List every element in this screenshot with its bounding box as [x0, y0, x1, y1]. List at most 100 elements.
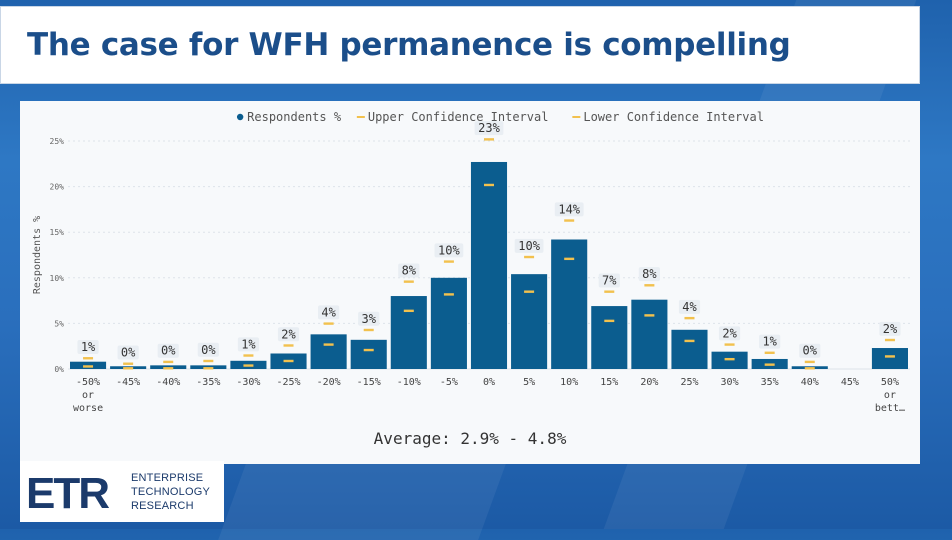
bar: [310, 334, 347, 369]
logo-mark-text: ETR: [26, 472, 109, 512]
data-label-badge: [638, 267, 660, 282]
x-tick-label: -45%: [116, 377, 140, 388]
upper-ci-marker: [644, 284, 655, 287]
x-tick-label: 25%: [680, 377, 698, 388]
x-tick-label: -10%: [397, 377, 421, 388]
x-tick-label: -35%: [196, 377, 220, 388]
x-tick-label: 45%: [841, 377, 859, 388]
data-label-badge: [598, 273, 620, 288]
logo-line: ENTERPRISE: [131, 472, 204, 484]
bar: [511, 274, 548, 369]
upper-ci-marker: [443, 260, 454, 263]
data-label: 8%: [642, 267, 657, 281]
x-tick-label: worse: [73, 403, 103, 414]
bar: [671, 329, 708, 369]
y-tick-label: 25%: [50, 137, 65, 146]
data-label: 1%: [762, 335, 777, 349]
x-tick-label: 20%: [640, 377, 658, 388]
upper-ci-marker: [684, 316, 695, 320]
y-tick-label: 15%: [50, 228, 65, 237]
data-label: 2%: [722, 326, 737, 340]
x-tick-label: -20%: [317, 377, 341, 388]
x-tick-label: 10%: [560, 377, 578, 388]
data-label: 0%: [803, 344, 818, 358]
data-label-badge: [398, 263, 420, 278]
lower-ci-marker: [684, 339, 695, 343]
data-label-badge: [197, 342, 219, 357]
upper-ci-marker: [203, 359, 214, 363]
legend-marker-dot: [236, 113, 244, 121]
data-label: 4%: [682, 300, 697, 314]
y-tick-label: 5%: [54, 319, 64, 328]
legend-marker-dash: [572, 116, 581, 118]
data-label-badge: [358, 311, 380, 326]
upper-ci-marker: [323, 322, 334, 325]
data-label-badge: [77, 340, 99, 355]
upper-ci-marker: [243, 354, 254, 357]
lower-ci-marker: [403, 309, 414, 313]
upper-ci-marker: [764, 351, 775, 354]
lower-ci-marker: [363, 348, 374, 352]
legend-marker-dash: [356, 116, 365, 118]
x-tick-label: 30%: [721, 377, 739, 388]
data-label: 0%: [201, 343, 216, 357]
data-label-badge: [434, 243, 464, 258]
average-caption: Average: 2.9% - 4.8%: [373, 429, 567, 448]
x-tick-label: or: [82, 390, 94, 401]
data-label-badge: [157, 343, 179, 358]
x-tick-label: -5%: [440, 377, 458, 388]
lower-ci-marker: [524, 290, 535, 293]
legend-label: Upper Confidence Interval: [368, 110, 549, 124]
data-label: 14%: [558, 202, 580, 216]
x-tick-label: bett…: [875, 403, 905, 414]
bar: [591, 306, 628, 369]
etr-logo-mark: ETR: [26, 472, 111, 512]
data-label-badge: [117, 345, 139, 360]
upper-ci-marker: [884, 338, 895, 342]
bar: [350, 339, 387, 369]
x-tick-label: 5%: [523, 377, 535, 388]
data-label: 8%: [402, 263, 417, 277]
lower-ci-marker: [644, 314, 655, 317]
data-label: 1%: [81, 340, 96, 354]
y-tick-label: 0%: [54, 365, 64, 374]
lower-ci-marker: [243, 364, 254, 367]
lower-ci-marker: [764, 363, 775, 366]
upper-ci-marker: [564, 219, 575, 222]
data-label: 2%: [281, 327, 296, 341]
data-label-badge: [718, 326, 741, 341]
data-label: 10%: [518, 239, 540, 253]
lower-ci-marker: [884, 355, 895, 358]
x-tick-label: -15%: [357, 377, 381, 388]
upper-ci-marker: [363, 328, 374, 332]
x-tick-label: 40%: [801, 377, 819, 388]
upper-ci-marker: [604, 290, 615, 293]
lower-ci-marker: [123, 367, 134, 370]
bar: [390, 296, 427, 369]
data-label-badge: [318, 305, 340, 320]
lower-ci-marker: [163, 367, 174, 370]
data-label-badge: [514, 238, 544, 253]
data-label-badge: [678, 299, 701, 314]
data-label: 10%: [438, 243, 460, 257]
data-label: 0%: [121, 346, 136, 360]
data-label-badge: [879, 321, 901, 336]
lower-ci-marker: [724, 357, 735, 361]
upper-ci-marker: [524, 255, 535, 259]
upper-ci-marker: [804, 360, 815, 364]
x-tick-label: or: [884, 390, 896, 401]
upper-ci-marker: [403, 280, 414, 283]
etr-logo: ETR ENTERPRISE TECHNOLOGY RESEARCH: [20, 461, 224, 522]
data-label: 2%: [883, 322, 898, 336]
data-label: 3%: [361, 312, 376, 326]
bar: [430, 277, 467, 369]
data-label: 1%: [241, 337, 256, 351]
lower-ci-marker: [484, 183, 494, 187]
bar: [551, 239, 588, 369]
chart-panel: 0% 5% 10% 15% 20% 25% Respondents % Respondents…: [20, 101, 920, 464]
upper-ci-marker: [123, 362, 134, 365]
bar-chart: 0% 5% 10% 15% 20% 25% Respondents % Respondents…: [32, 110, 910, 414]
logo-line: TECHNOLOGY: [131, 486, 211, 498]
upper-ci-marker: [484, 138, 494, 141]
x-tick-label: 50%: [881, 377, 899, 388]
